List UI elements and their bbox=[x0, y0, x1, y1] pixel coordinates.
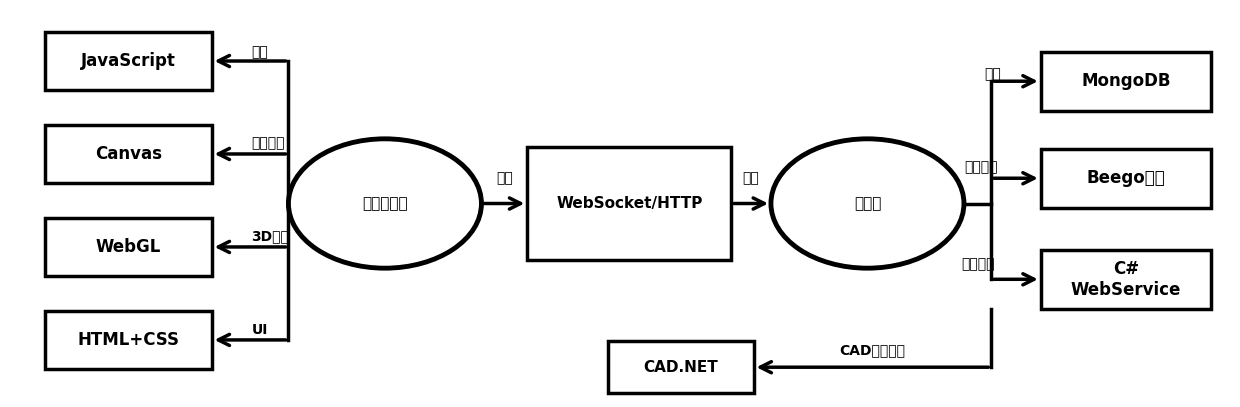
Text: UI: UI bbox=[252, 323, 268, 337]
Text: Canvas: Canvas bbox=[94, 145, 161, 163]
FancyBboxPatch shape bbox=[1040, 149, 1211, 208]
Text: C#
WebService: C# WebService bbox=[1071, 260, 1182, 299]
FancyBboxPatch shape bbox=[527, 147, 732, 260]
Text: CAD图纸导出: CAD图纸导出 bbox=[839, 343, 905, 357]
Text: 建立服务: 建立服务 bbox=[963, 160, 997, 174]
Text: 数据: 数据 bbox=[985, 67, 1001, 81]
FancyBboxPatch shape bbox=[1040, 250, 1211, 309]
Text: 通信: 通信 bbox=[743, 171, 760, 185]
Text: CAD.NET: CAD.NET bbox=[644, 360, 718, 375]
Ellipse shape bbox=[771, 139, 963, 268]
Text: HTML+CSS: HTML+CSS bbox=[77, 331, 180, 349]
FancyBboxPatch shape bbox=[45, 125, 212, 183]
Ellipse shape bbox=[289, 139, 481, 268]
Text: Beego框架: Beego框架 bbox=[1086, 169, 1166, 187]
Text: WebSocket/HTTP: WebSocket/HTTP bbox=[556, 196, 703, 211]
FancyBboxPatch shape bbox=[45, 218, 212, 276]
Text: WebGL: WebGL bbox=[95, 238, 161, 256]
FancyBboxPatch shape bbox=[1040, 52, 1211, 111]
Text: 脚本: 脚本 bbox=[252, 45, 268, 59]
Text: 二维设计: 二维设计 bbox=[252, 137, 285, 151]
Text: 客户端程序: 客户端程序 bbox=[362, 196, 408, 211]
Text: 通信: 通信 bbox=[496, 171, 512, 185]
Text: JavaScript: JavaScript bbox=[81, 52, 176, 70]
Text: 服务端: 服务端 bbox=[854, 196, 882, 211]
FancyBboxPatch shape bbox=[45, 32, 212, 90]
Text: 3D渲染: 3D渲染 bbox=[252, 230, 289, 244]
FancyBboxPatch shape bbox=[608, 341, 754, 394]
Text: 接口调用: 接口调用 bbox=[961, 257, 994, 271]
Text: MongoDB: MongoDB bbox=[1081, 72, 1171, 90]
FancyBboxPatch shape bbox=[45, 311, 212, 369]
